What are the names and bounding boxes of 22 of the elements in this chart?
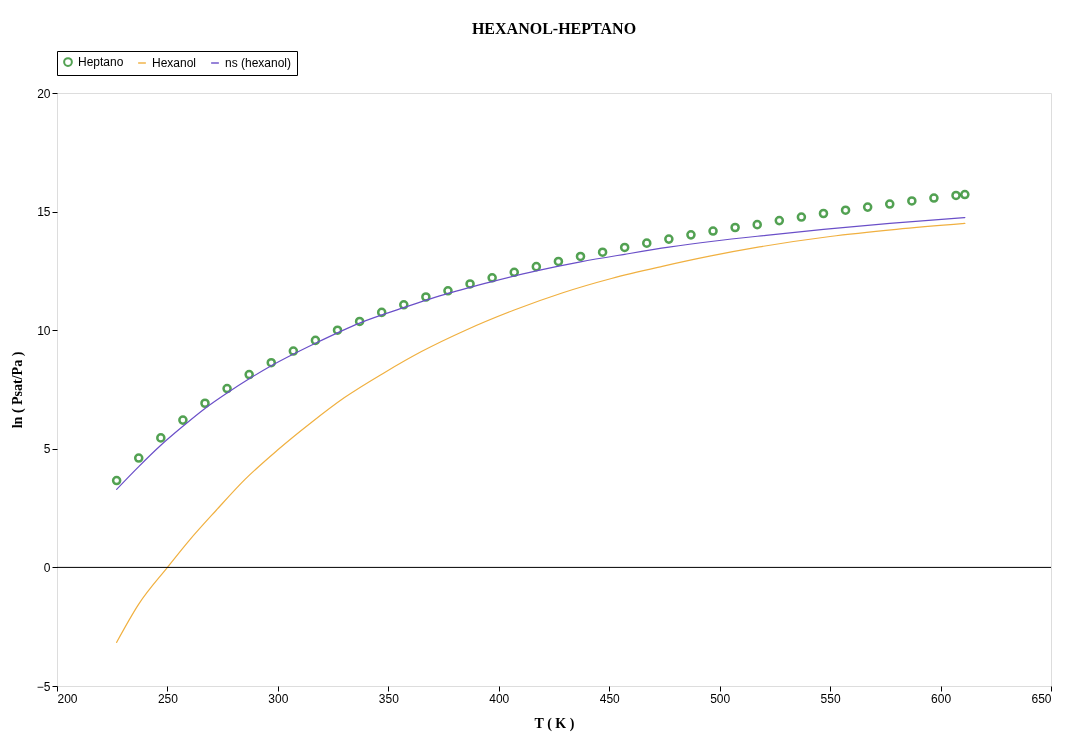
legend-label: ns (hexanol) bbox=[225, 56, 292, 70]
x-axis-title: T ( K ) bbox=[534, 715, 575, 732]
x-tick-label: 550 bbox=[820, 691, 841, 706]
y-tick-label: 5 bbox=[43, 442, 51, 457]
chart-title: HEXANOL-HEPTANO bbox=[471, 19, 637, 37]
y-tick-label: 10 bbox=[37, 323, 51, 338]
x-tick-label: 650 bbox=[1031, 691, 1052, 706]
x-tick-label: 600 bbox=[931, 691, 952, 706]
y-tick-label: 15 bbox=[37, 205, 51, 220]
x-tick-label: 400 bbox=[489, 691, 510, 706]
legend-label: Heptano bbox=[78, 55, 124, 70]
y-tick-label: 20 bbox=[37, 86, 51, 101]
y-tick-label: 0 bbox=[43, 560, 51, 575]
y-tick-label: −5 bbox=[36, 679, 51, 694]
x-tick-label: 200 bbox=[57, 691, 78, 706]
y-axis-title: ln ( Psat/Pa ) bbox=[9, 351, 26, 429]
x-tick-label: 500 bbox=[710, 691, 731, 706]
x-tick-label: 450 bbox=[599, 691, 621, 706]
legend-label: Hexanol bbox=[152, 56, 197, 70]
x-tick-label: 300 bbox=[268, 691, 289, 706]
x-tick-label: 350 bbox=[378, 691, 400, 706]
x-tick-label: 250 bbox=[157, 691, 179, 706]
